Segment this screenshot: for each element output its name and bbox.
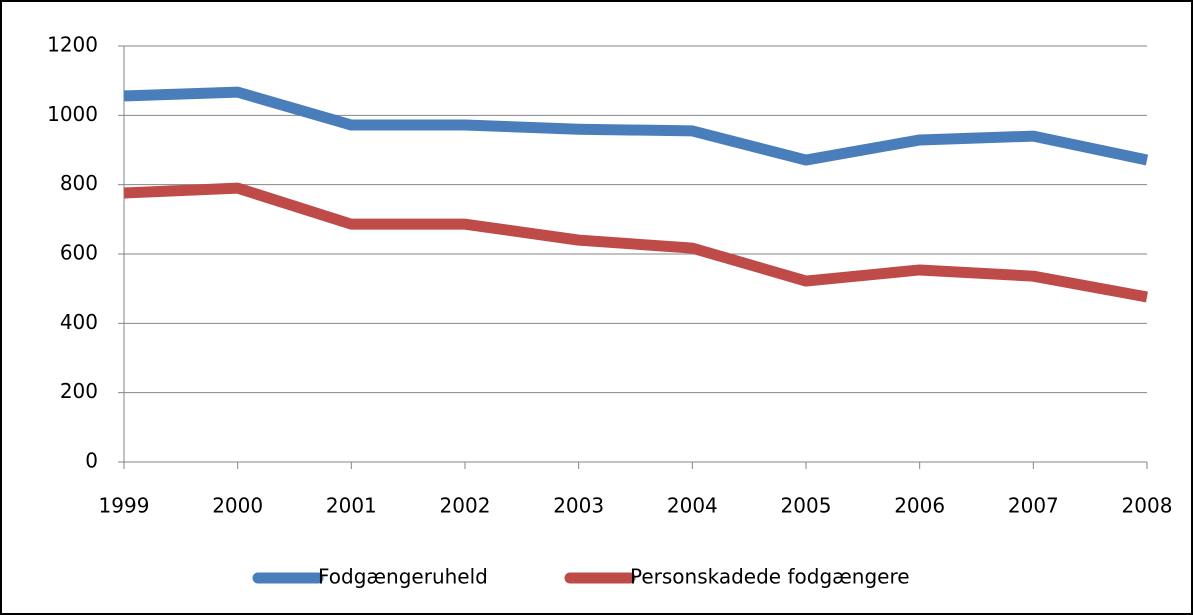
y-tick-label: 200 [60, 379, 98, 403]
data-line [123, 86, 1149, 166]
x-tick-label: 2002 [440, 494, 491, 518]
x-tick-label: 2007 [1008, 494, 1059, 518]
y-tick-label: 800 [60, 171, 98, 195]
y-tick-label: 0 [85, 449, 98, 473]
legend-label: Fodgængeruheld [318, 565, 488, 589]
x-tick-label: 2006 [894, 494, 945, 518]
data-line [123, 182, 1148, 303]
x-tick-label: 2000 [212, 494, 263, 518]
x-tick-label: 2004 [667, 494, 718, 518]
y-tick-label: 1000 [47, 102, 98, 126]
x-tick-label: 1999 [99, 494, 150, 518]
x-tick-label: 2003 [553, 494, 604, 518]
x-tick-label: 2005 [781, 494, 832, 518]
legend-label: Personskadede fodgængere [630, 565, 910, 589]
y-tick-label: 400 [60, 310, 98, 334]
x-tick-label: 2001 [326, 494, 377, 518]
y-tick-label: 600 [60, 241, 98, 265]
y-tick-label: 1200 [47, 33, 98, 57]
x-tick-label: 2008 [1122, 494, 1173, 518]
